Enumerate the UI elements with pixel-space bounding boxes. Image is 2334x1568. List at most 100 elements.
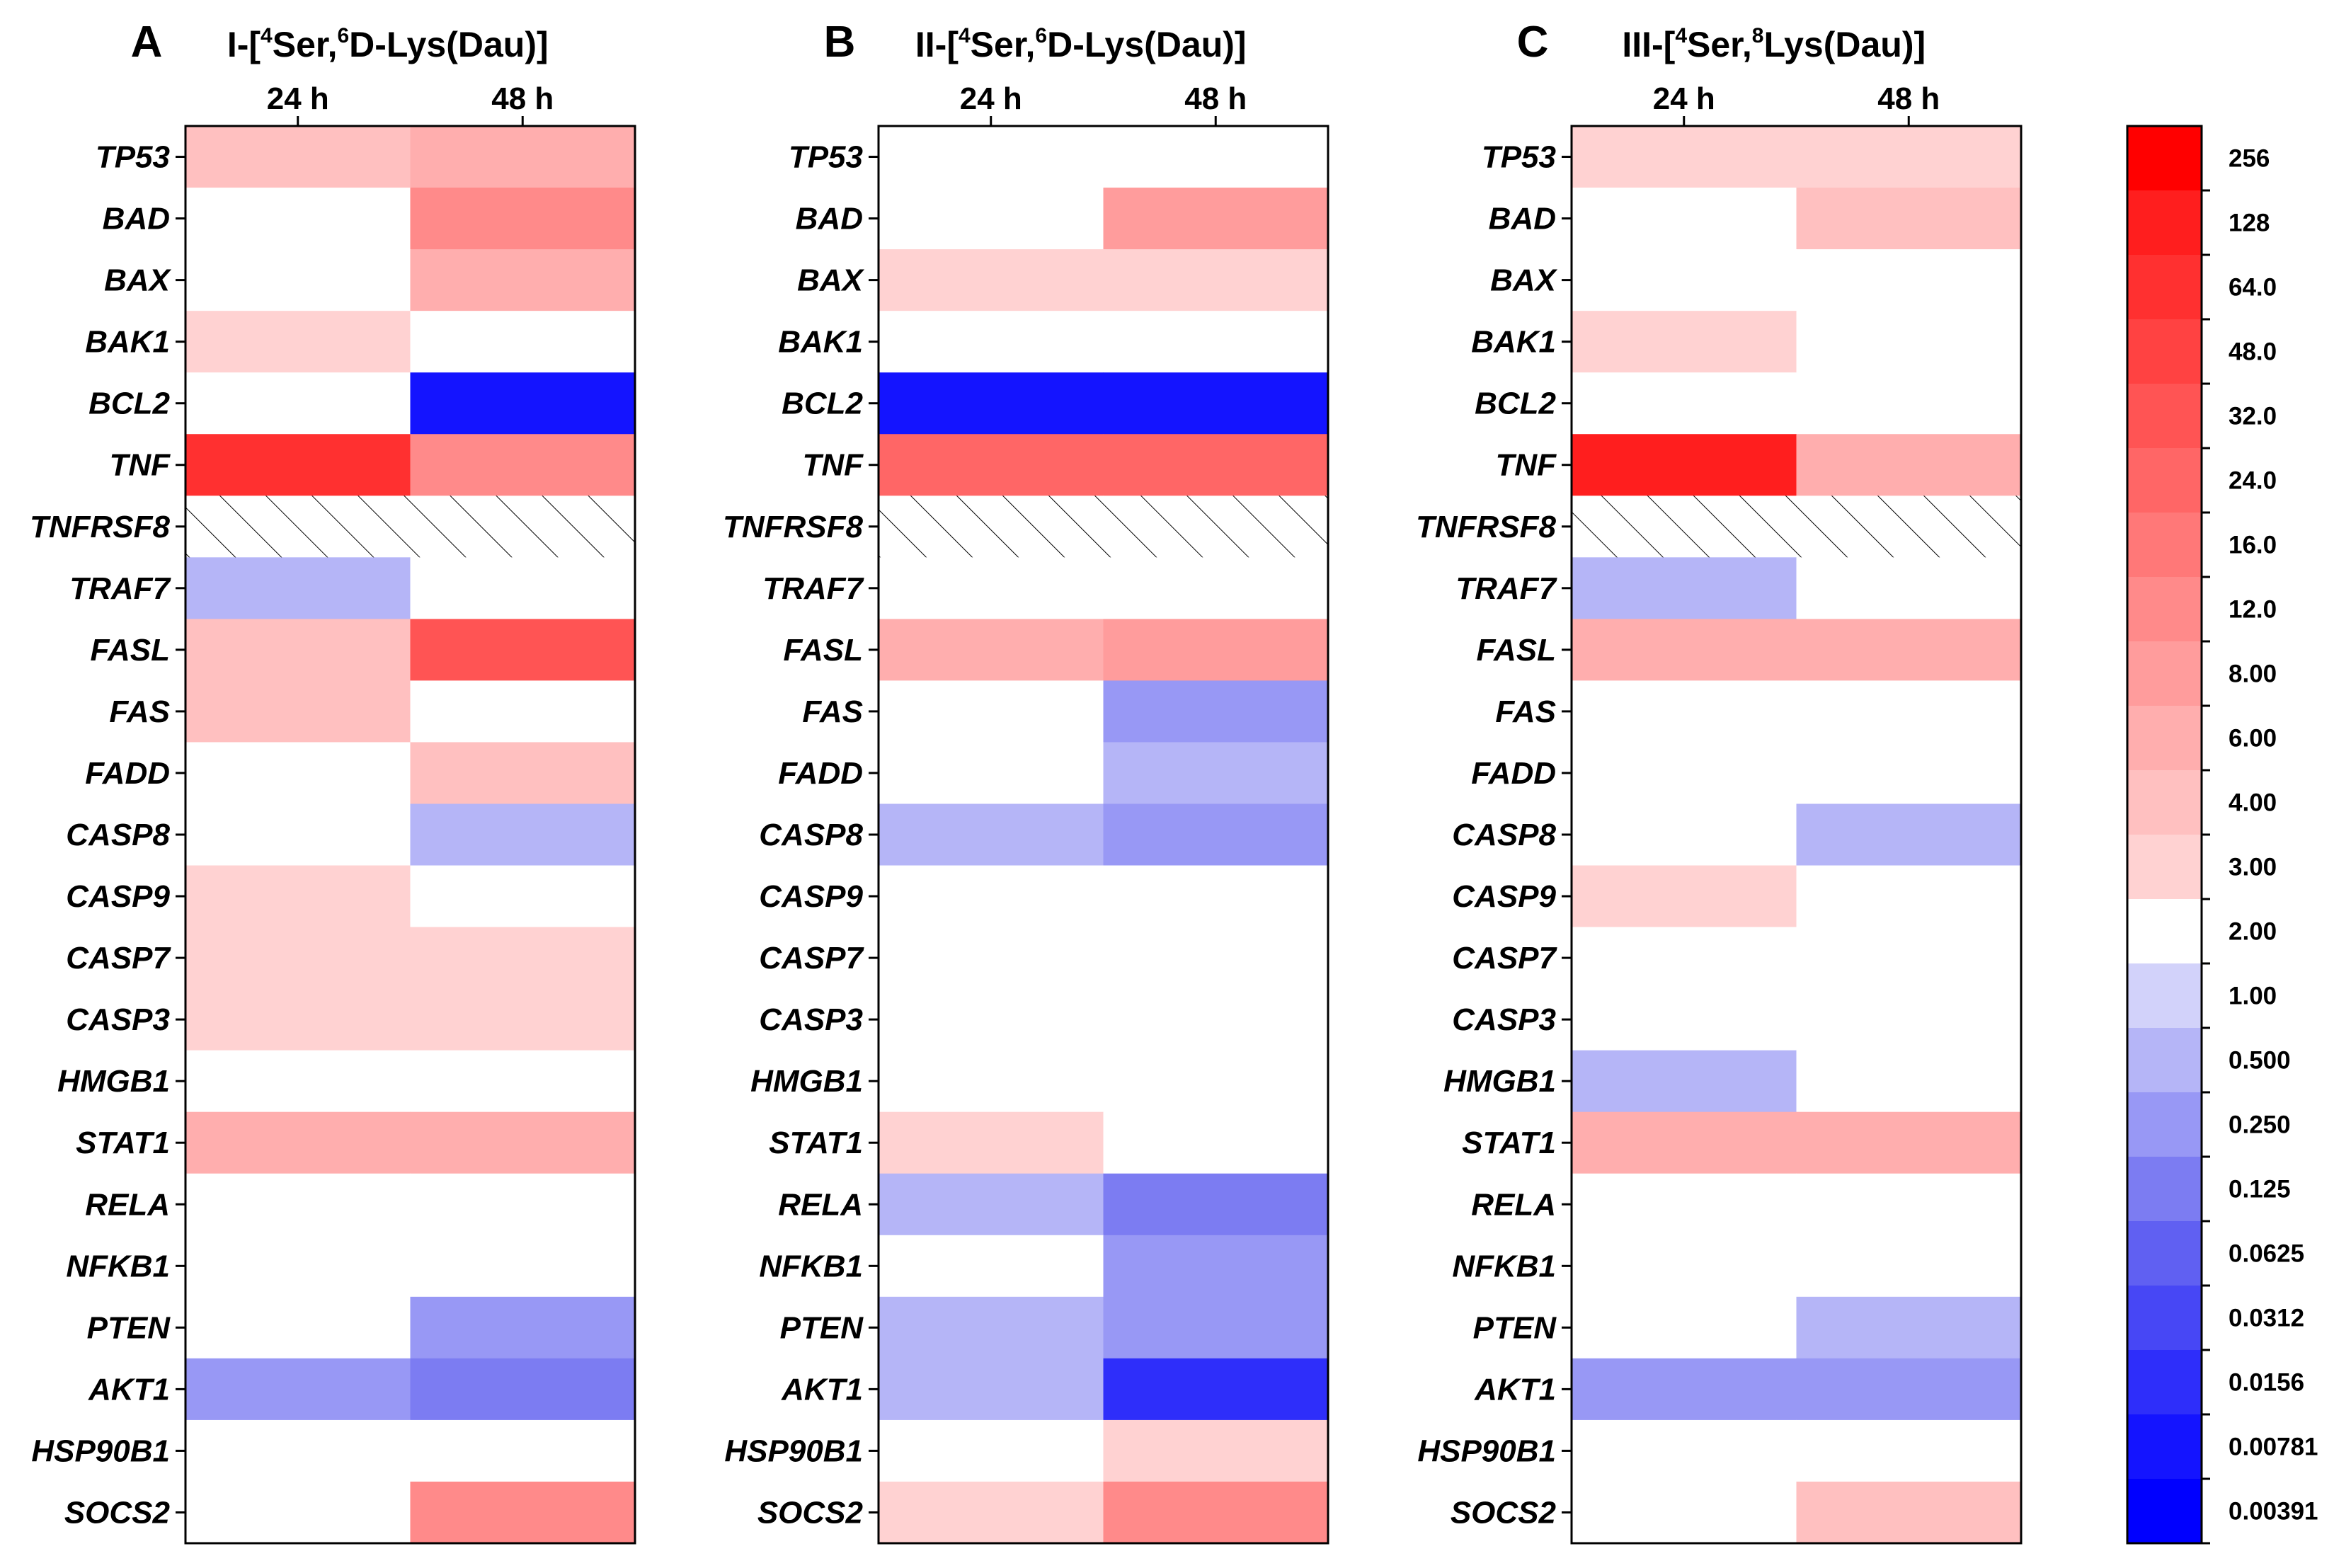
cell-pten-24h (879, 1296, 1104, 1359)
panel-title: III-[4Ser,8Lys(Dau)] (1622, 24, 1926, 64)
cell-casp7-24h (185, 927, 411, 990)
panel-title-part: II-[ (915, 25, 959, 64)
cell-pten-48h (1103, 1296, 1329, 1359)
colorbar-bin (2127, 448, 2202, 513)
cell-tnf-48h (1796, 434, 2022, 496)
row-label-hmgb1: HMGB1 (1443, 1064, 1556, 1099)
cell-bak1-48h (1796, 311, 2022, 373)
panel-b: TP53 BAD BAX BAK1 BCL2 TNF TNFRSF8 TRAF7 FASL FAS… (723, 18, 1329, 1545)
cell-fasl-24h (185, 619, 411, 681)
cell-traf7-48h (1103, 557, 1329, 619)
cell-nfkb1-48h (410, 1235, 636, 1298)
cell-pten-24h (1572, 1296, 1797, 1359)
cell-fasl-24h (879, 619, 1104, 681)
panel-title-part: 8 (1752, 24, 1764, 47)
panel-letter: B (824, 18, 856, 67)
panel-title-part: D-Lys(Dau)] (1047, 25, 1246, 64)
cell-hsp90b1-48h (1103, 1419, 1329, 1482)
cell-hmgb1-24h (879, 1050, 1104, 1113)
row-label-tp53: TP53 (1482, 140, 1556, 175)
cell-na-tnfrsf8-0 (1572, 496, 1797, 558)
panel-title-part: 4 (959, 24, 971, 47)
row-label-fadd: FADD (85, 756, 170, 791)
row-label-casp7: CASP7 (1452, 941, 1557, 975)
row-label-casp8: CASP8 (759, 818, 863, 852)
cell-socs2-24h (185, 1481, 411, 1544)
cell-fasl-24h (1572, 619, 1797, 681)
cell-stat1-48h (410, 1111, 636, 1174)
colorbar-label: 48.0 (2229, 338, 2277, 366)
panel-a: TP53 BAD BAX BAK1 BCL2 TNF TNFRSF8 TRAF7 FASL FAS… (30, 18, 636, 1545)
row-label-tnfrsf8: TNFRSF8 (30, 510, 171, 544)
row-label-bak1: BAK1 (85, 325, 170, 360)
cell-bak1-24h (879, 311, 1104, 373)
cell-bax-24h (1572, 249, 1797, 311)
row-label-casp3: CASP3 (759, 1002, 863, 1037)
panel-title: II-[4Ser,6D-Lys(Dau)] (915, 24, 1247, 64)
cell-rela-48h (1103, 1173, 1329, 1236)
panel-title-part: 4 (261, 24, 273, 47)
colorbar-label: 0.500 (2229, 1047, 2291, 1075)
colorbar-bin (2127, 1028, 2202, 1093)
cell-bak1-48h (1103, 311, 1329, 373)
colorbar-label: 0.250 (2229, 1111, 2291, 1139)
panel-letter: C (1517, 18, 1549, 67)
panel-title-part: 6 (1035, 24, 1047, 47)
panel-title-part: Ser, (1687, 25, 1752, 64)
col-label-24h: 24 h (960, 81, 1022, 116)
cell-akt1-24h (879, 1358, 1104, 1421)
colorbar-label: 2.00 (2229, 918, 2277, 946)
colorbar-bin (2127, 319, 2202, 384)
row-label-tp53: TP53 (96, 140, 170, 175)
colorbar-label: 0.125 (2229, 1176, 2291, 1203)
panel-title-part: D-Lys(Dau)] (349, 25, 548, 64)
row-label-hsp90b1: HSP90B1 (1417, 1433, 1556, 1468)
cell-tp53-48h (1103, 126, 1329, 188)
row-label-pten: PTEN (780, 1310, 864, 1345)
cell-casp8-24h (1572, 803, 1797, 866)
cell-bak1-24h (1572, 311, 1797, 373)
colorbar-label: 0.00391 (2229, 1498, 2318, 1526)
cell-tnf-24h (1572, 434, 1797, 496)
cell-casp9-24h (1572, 865, 1797, 928)
panel-title-part: III-[ (1622, 25, 1675, 64)
cell-socs2-24h (879, 1481, 1104, 1544)
row-label-tnf: TNF (802, 448, 864, 483)
panel-title-part: 4 (1675, 24, 1687, 47)
cell-pten-24h (185, 1296, 411, 1359)
cell-bcl2-48h (1103, 372, 1329, 435)
cell-fas-24h (879, 680, 1104, 743)
cell-akt1-48h (1103, 1358, 1329, 1421)
cell-bad-24h (879, 188, 1104, 250)
cell-tp53-24h (185, 126, 411, 188)
cell-fadd-24h (879, 742, 1104, 804)
cell-stat1-48h (1103, 1111, 1329, 1174)
cell-tp53-48h (410, 126, 636, 188)
cell-traf7-48h (410, 557, 636, 619)
cell-hsp90b1-48h (410, 1419, 636, 1482)
colorbar-bin (2127, 1221, 2202, 1286)
cell-fasl-48h (1103, 619, 1329, 681)
row-label-fadd: FADD (778, 756, 863, 791)
row-label-casp9: CASP9 (66, 879, 170, 914)
row-label-bak1: BAK1 (778, 325, 863, 360)
row-label-traf7: TRAF7 (762, 571, 864, 606)
row-label-fadd: FADD (1471, 756, 1556, 791)
cell-na-tnfrsf8-0 (879, 496, 1104, 558)
cell-socs2-24h (1572, 1481, 1797, 1544)
cell-akt1-24h (185, 1358, 411, 1421)
cell-casp9-48h (410, 865, 636, 928)
colorbar-bin (2127, 1414, 2202, 1480)
colorbar-bin (2127, 963, 2202, 1029)
cell-casp3-48h (1103, 988, 1329, 1051)
cell-rela-24h (1572, 1173, 1797, 1236)
cell-nfkb1-24h (1572, 1235, 1797, 1298)
row-label-bcl2: BCL2 (88, 387, 170, 421)
cell-casp7-48h (1103, 927, 1329, 990)
colorbar-label: 128 (2229, 210, 2270, 237)
cell-rela-24h (879, 1173, 1104, 1236)
cell-nfkb1-24h (879, 1235, 1104, 1298)
cell-bad-24h (185, 188, 411, 250)
row-label-casp9: CASP9 (759, 879, 863, 914)
colorbar-bin (2127, 126, 2202, 191)
